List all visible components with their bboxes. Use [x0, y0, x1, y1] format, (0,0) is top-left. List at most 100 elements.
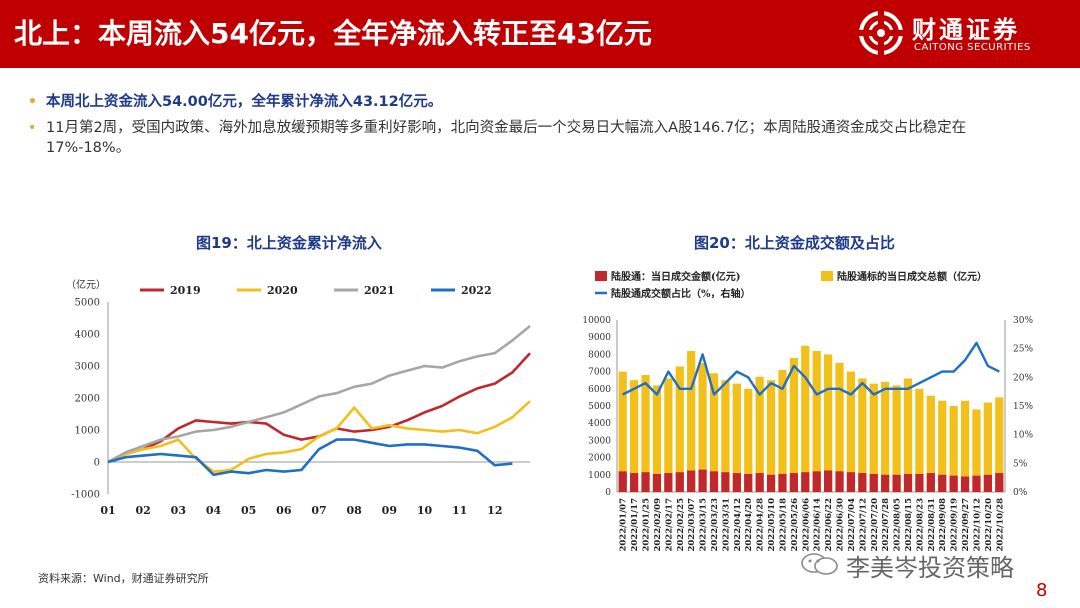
total-turnover-bar	[949, 406, 958, 492]
legend-label: 2021	[364, 284, 395, 297]
northbound-turnover-bar	[995, 473, 1004, 492]
total-turnover-bar	[766, 380, 776, 492]
legend-label: 陆股通成交额占比（%，右轴）	[611, 287, 751, 300]
left-tick-label: 8000	[588, 350, 611, 360]
northbound-turnover-bar	[960, 476, 970, 492]
x-tick-label: 2022/04/28	[756, 498, 766, 552]
total-turnover-bar	[652, 385, 662, 492]
caitong-logo: 财通证券 CAITONG SECURITIES	[858, 8, 1068, 60]
total-turnover-bar	[995, 397, 1004, 492]
right-tick-label: 0%	[1013, 488, 1028, 498]
total-turnover-bar	[698, 363, 707, 492]
northbound-turnover-bar	[630, 473, 639, 492]
northbound-turnover-bar	[652, 473, 662, 492]
northbound-turnover-bar	[926, 473, 935, 492]
northbound-turnover-bar	[732, 473, 741, 492]
bullet-dot-icon: •	[28, 120, 37, 136]
x-tick-label: 2022/05/18	[778, 498, 788, 552]
left-tick-label: 0	[605, 488, 611, 498]
x-tick-label: 2022/08/05	[893, 498, 903, 552]
x-tick-label: 2022/07/04	[847, 498, 857, 552]
x-tick-label: 2022/05/10	[767, 498, 777, 552]
x-tick-label: 02	[136, 504, 151, 517]
left-tick-label: 2000	[588, 454, 611, 464]
y-axis-unit: （亿元）	[66, 278, 106, 291]
northbound-turnover-bar	[938, 474, 947, 492]
chart-20-title: 图20：北上资金成交额及占比	[694, 234, 895, 252]
total-turnover-bar	[732, 383, 741, 492]
total-turnover-bar	[881, 381, 890, 492]
x-tick-label: 2022/02/25	[676, 498, 686, 552]
x-tick-label: 2022/04/12	[733, 498, 743, 552]
total-turnover-bar	[869, 383, 878, 492]
x-tick-label: 01	[100, 504, 115, 517]
legend-label: 2022	[461, 284, 492, 297]
total-turnover-bar	[744, 388, 753, 492]
left-tick-label: 7000	[588, 368, 611, 378]
logo-english-name: CAITONG SECURITIES	[914, 42, 1031, 53]
logo-chinese-name: 财通证券	[912, 16, 1020, 44]
bullet-item: • 本周北上资金流入54.00亿元，全年累计净流入43.12亿元。	[28, 92, 1038, 112]
northbound-turnover-bar	[766, 474, 776, 492]
total-turnover-bar	[824, 354, 833, 492]
y-tick-label: 0	[94, 458, 100, 469]
x-tick-label: 2022/07/12	[858, 498, 868, 552]
northbound-turnover-bar	[972, 475, 981, 492]
page-number: 8	[1036, 580, 1048, 601]
x-tick-label: 2022/03/07	[687, 498, 697, 552]
left-tick-label: 6000	[588, 385, 611, 395]
northbound-turnover-bar	[641, 472, 650, 492]
northbound-turnover-bar	[687, 470, 696, 492]
x-tick-label: 2022/06/22	[824, 498, 834, 552]
right-tick-label: 10%	[1013, 431, 1033, 441]
series-line-2021	[107, 324, 531, 464]
total-turnover-bar	[926, 395, 935, 492]
bullet-list: • 本周北上资金流入54.00亿元，全年累计净流入43.12亿元。 • 11月第…	[28, 92, 1038, 164]
northbound-turnover-bar	[949, 475, 958, 492]
right-tick-label: 30%	[1013, 316, 1033, 326]
northbound-turnover-bar	[744, 473, 753, 492]
total-turnover-bar	[858, 378, 867, 492]
total-turnover-bar	[846, 371, 856, 492]
northbound-turnover-bar	[755, 473, 764, 492]
right-tick-label: 25%	[1013, 345, 1033, 355]
total-turnover-bar	[801, 345, 810, 492]
left-tick-label: 4000	[588, 419, 611, 429]
x-tick-label: 12	[487, 504, 502, 517]
total-turnover-bar	[903, 378, 913, 492]
total-turnover-bar	[687, 350, 696, 492]
total-turnover-bar	[835, 363, 844, 492]
caitong-logo-icon	[858, 10, 904, 56]
x-tick-label: 2022/06/06	[801, 498, 811, 552]
bullet-item: • 11月第2周，受国内政策、海外加息放缓预期等多重利好影响，北向资金最后一个交…	[28, 118, 1038, 158]
northbound-turnover-bar	[789, 473, 798, 492]
series-line-2020	[107, 400, 531, 473]
bullet-dot-icon: •	[28, 94, 37, 110]
northbound-turnover-bar	[869, 473, 878, 492]
x-tick-label: 2022/06/30	[836, 498, 846, 552]
series-line-2022	[107, 438, 513, 477]
total-turnover-bar	[778, 369, 787, 492]
northbound-turnover-bar	[675, 472, 684, 492]
left-tick-label: 9000	[588, 333, 611, 343]
x-tick-label: 2022/01/25	[642, 498, 652, 552]
x-tick-label: 06	[276, 504, 292, 517]
total-turnover-bar	[709, 373, 719, 492]
x-tick-label: 2022/08/15	[904, 498, 914, 552]
x-tick-label: 2022/09/27	[961, 498, 971, 552]
northbound-turnover-bar	[618, 471, 627, 492]
total-turnover-bar	[755, 376, 764, 492]
total-turnover-bar	[892, 385, 901, 492]
y-tick-label: 5000	[75, 298, 100, 309]
northbound-turnover-bar	[698, 469, 707, 492]
legend-label: 陆股通标的当日成交总额（亿元）	[837, 270, 987, 283]
y-tick-label: 1000	[75, 426, 100, 437]
northbound-turnover-bar	[664, 473, 673, 492]
total-turnover-bar	[983, 402, 992, 492]
left-tick-label: 10000	[582, 316, 611, 326]
x-tick-label: 11	[452, 504, 467, 517]
total-turnover-bar	[812, 350, 821, 492]
northbound-turnover-bar	[801, 472, 810, 492]
y-tick-label: 3000	[75, 362, 100, 373]
